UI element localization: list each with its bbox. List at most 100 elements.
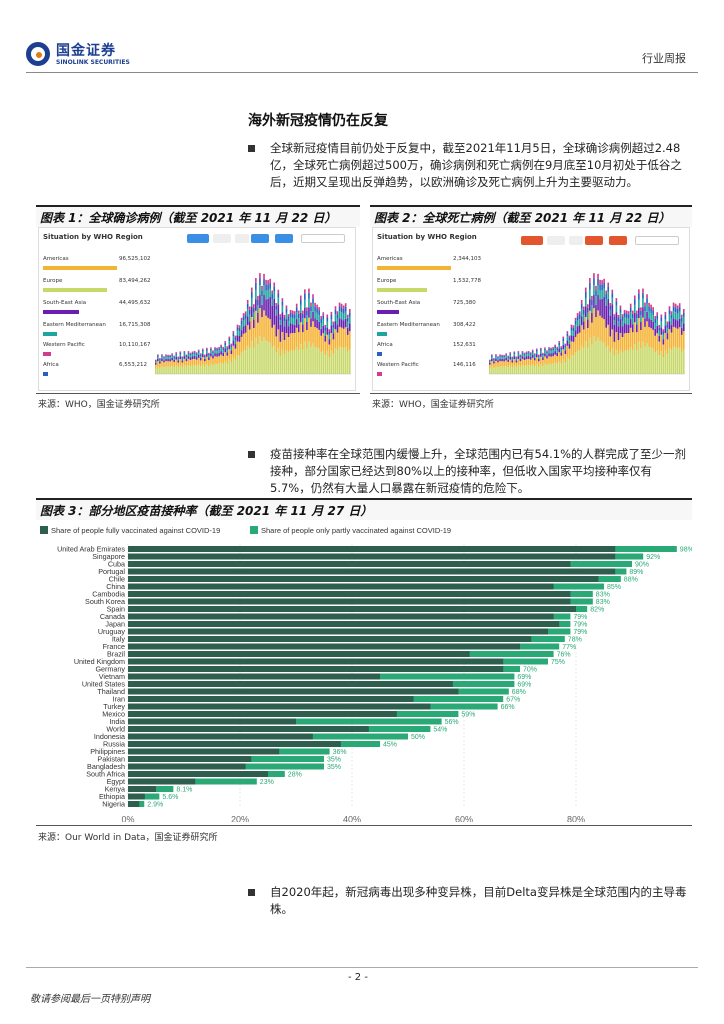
- bar-full: [128, 748, 280, 755]
- epi-bar-segment: [257, 312, 259, 323]
- epi-bar-segment: [255, 337, 257, 374]
- epi-bar-segment: [538, 355, 540, 357]
- bar-full: [128, 583, 554, 590]
- epi-bar-segment: [650, 328, 652, 348]
- region-bar: [377, 372, 382, 376]
- toggle-button[interactable]: [213, 234, 231, 243]
- country-label: Uruguay: [98, 627, 126, 636]
- epi-bar-segment: [623, 350, 626, 374]
- epi-bar-segment: [248, 329, 251, 349]
- epi-bar-segment: [519, 358, 522, 362]
- epi-bar-segment: [605, 347, 607, 374]
- epi-bar-segment: [613, 355, 616, 374]
- toggle-button[interactable]: [235, 234, 249, 243]
- epi-bar-segment: [548, 363, 550, 374]
- epi-bar-segment: [189, 365, 192, 374]
- epi-bar-segment: [183, 352, 186, 354]
- epi-bar-segment: [238, 327, 241, 332]
- epi-bar-segment: [318, 321, 320, 330]
- epi-bar-segment: [263, 273, 265, 279]
- epi-bar-segment: [593, 273, 595, 279]
- epi-bar-segment: [531, 364, 534, 374]
- epi-bar-segment: [517, 356, 520, 359]
- epi-bar-segment: [629, 347, 632, 374]
- epi-bar-segment: [291, 332, 294, 351]
- epi-bar-segment: [218, 347, 220, 349]
- epi-bar-segment: [316, 319, 318, 329]
- epi-bar-segment: [344, 327, 347, 348]
- toggle-button[interactable]: [609, 236, 627, 245]
- epi-bar-segment: [593, 308, 595, 337]
- epi-bar-segment: [603, 342, 605, 374]
- epi-bar-segment: [195, 353, 198, 355]
- epi-bar-segment: [566, 340, 569, 346]
- epi-bar-segment: [206, 353, 208, 357]
- toggle-button[interactable]: [569, 236, 583, 245]
- epi-bar-segment: [507, 367, 510, 374]
- epi-bar-segment: [578, 311, 581, 315]
- epi-bar-segment: [271, 298, 273, 306]
- epi-bar-segment: [629, 307, 632, 313]
- epi-bar-segment: [664, 333, 667, 351]
- epi-bar-segment: [656, 319, 659, 326]
- epi-bar-segment: [193, 351, 196, 353]
- epi-bar-segment: [617, 340, 620, 355]
- toggle-button[interactable]: [187, 234, 209, 243]
- epi-bar-segment: [328, 329, 331, 332]
- epi-bar-segment: [265, 279, 267, 285]
- epi-bar-segment: [672, 326, 675, 347]
- epi-bar-segment: [499, 356, 501, 359]
- epi-bar-segment: [324, 341, 327, 356]
- epi-bar-segment: [668, 348, 671, 374]
- epi-bar-segment: [244, 325, 247, 333]
- epi-bar-segment: [529, 365, 532, 374]
- epi-bar-segment: [623, 313, 626, 318]
- epi-bar-segment: [271, 294, 273, 299]
- epi-bar-segment: [523, 353, 526, 356]
- paragraph-vaccination: 疫苗接种率在全球范围内缓慢上升，全球范围内已有54.1%的人群完成了至少一剂接种…: [248, 446, 690, 497]
- filter-select[interactable]: [635, 236, 679, 245]
- epi-bar-segment: [279, 324, 282, 342]
- epi-bar-segment: [660, 351, 663, 374]
- epi-bar-segment: [597, 273, 599, 279]
- epi-bar-segment: [265, 284, 267, 291]
- paragraph-variants: 自2020年起，新冠病毒出现多种变异株，目前Delta变异株是全球范围内的主导毒…: [248, 884, 690, 918]
- epi-bar-segment: [540, 347, 542, 350]
- toggle-button[interactable]: [521, 236, 543, 245]
- epi-bar-segment: [291, 310, 294, 314]
- epi-bar-segment: [519, 361, 522, 367]
- epi-bar-segment: [253, 304, 255, 308]
- filter-select[interactable]: [301, 234, 345, 243]
- epi-bar-segment: [228, 344, 231, 350]
- epi-bar-segment: [615, 331, 618, 350]
- epi-bar-segment: [578, 325, 581, 333]
- toggle-button[interactable]: [547, 236, 565, 245]
- epi-bar-segment: [222, 352, 225, 357]
- epi-bar-segment: [562, 344, 565, 350]
- epi-bar-segment: [562, 336, 565, 339]
- epi-bar-segment: [240, 324, 243, 331]
- epi-bar-segment: [654, 335, 657, 352]
- epi-bar-segment: [220, 346, 222, 349]
- toggle-button[interactable]: [251, 234, 269, 243]
- epi-bar-segment: [310, 318, 312, 327]
- total-value-label: 69%: [517, 682, 531, 689]
- epi-bar-segment: [540, 353, 542, 357]
- bar-full: [128, 606, 576, 612]
- epi-bar-segment: [238, 331, 241, 337]
- epi-bar-segment: [617, 354, 620, 374]
- epi-bar-segment: [263, 337, 265, 374]
- epi-bar-segment: [513, 365, 516, 374]
- epi-bar-segment: [267, 341, 269, 374]
- toggle-button[interactable]: [275, 234, 293, 243]
- epi-bar-segment: [674, 327, 677, 348]
- epi-bar-segment: [338, 346, 341, 374]
- epi-bar-segment: [330, 319, 333, 326]
- toggle-button[interactable]: [585, 236, 603, 245]
- epi-bar-segment: [191, 352, 194, 355]
- epi-bar-segment: [517, 365, 520, 374]
- epi-bar-segment: [576, 350, 579, 374]
- epi-bar-segment: [275, 303, 278, 306]
- epi-bar-segment: [175, 365, 178, 374]
- country-label: India: [109, 717, 125, 726]
